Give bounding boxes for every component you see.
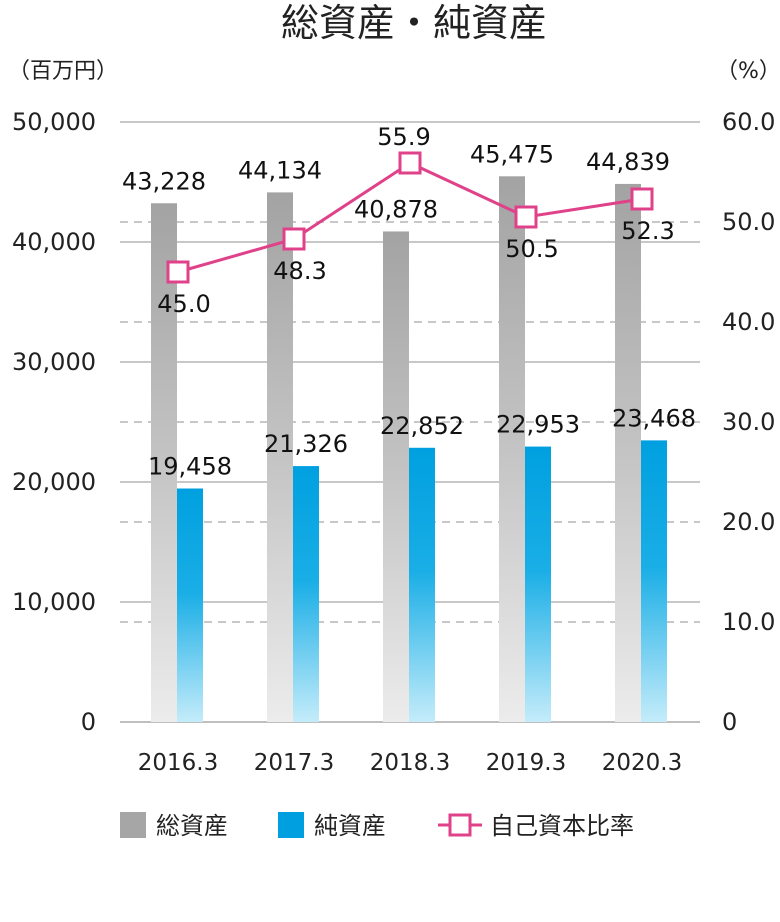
- ratio-line: [166, 151, 654, 284]
- ratio-marker-2020.3: [630, 187, 654, 211]
- bar-net-assets-2019.3: [525, 446, 551, 722]
- label-equity-ratio: 45.0: [157, 290, 210, 318]
- label-total-assets: 44,839: [586, 148, 670, 176]
- x-tick-label: 2019.3: [486, 750, 566, 776]
- label-equity-ratio: 52.3: [621, 217, 674, 245]
- right-tick-label: 60.0: [722, 108, 775, 136]
- right-tick-label: 20.0: [722, 508, 775, 536]
- left-tick-label: 50,000: [12, 108, 96, 136]
- label-total-assets: 43,228: [122, 167, 206, 195]
- bar-net-assets-2016.3: [177, 488, 203, 722]
- label-total-assets: 44,134: [238, 156, 322, 184]
- gridlines: [120, 121, 700, 723]
- left-tick-label: 0: [81, 708, 96, 736]
- x-tick-label: 2016.3: [138, 750, 218, 776]
- x-tick-label: 2017.3: [254, 750, 334, 776]
- bar-total-assets-2018.3: [383, 231, 409, 723]
- ratio-marker-2019.3: [514, 205, 538, 229]
- legend-swatch-net-assets: [278, 812, 304, 838]
- right-axis-unit: （%）: [716, 59, 780, 84]
- right-tick-label: 40.0: [722, 308, 775, 336]
- legend-label-net-assets: 純資産: [314, 812, 386, 840]
- right-tick-label: 50.0: [722, 208, 775, 236]
- legend: 総資産 純資産 自己資本比率: [120, 812, 634, 840]
- chart-title: 総資産・純資産: [281, 1, 547, 45]
- label-equity-ratio: 55.9: [377, 123, 430, 151]
- data-labels: 43,228 19,458 44,134 21,326 40,878 22,852 45,4…: [122, 123, 696, 481]
- bar-net-assets-2018.3: [409, 447, 435, 722]
- label-net-assets: 22,953: [496, 411, 580, 439]
- label-net-assets: 22,852: [380, 412, 464, 440]
- legend-swatch-total-assets: [120, 812, 146, 838]
- bar-total-assets-2020.3: [615, 183, 641, 722]
- bars: [151, 176, 667, 723]
- x-tick-label: 2018.3: [370, 750, 450, 776]
- ratio-marker-2017.3: [282, 227, 306, 251]
- label-net-assets: 19,458: [148, 453, 232, 481]
- right-tick-label: 30.0: [722, 408, 775, 436]
- legend-label-total-assets: 総資産: [156, 812, 228, 840]
- bar-total-assets-2019.3: [499, 176, 525, 723]
- label-net-assets: 21,326: [264, 430, 348, 458]
- label-equity-ratio: 48.3: [273, 257, 326, 285]
- x-axis-ticks: 2016.3 2017.3 2018.3 2019.3 2020.3: [138, 750, 682, 776]
- label-total-assets: 40,878: [354, 195, 438, 223]
- legend-label-equity-ratio: 自己資本比率: [490, 812, 634, 840]
- legend-marker-equity-ratio: [448, 813, 472, 837]
- ratio-marker-2016.3: [166, 260, 190, 284]
- ratio-marker-2018.3: [398, 151, 422, 175]
- left-tick-label: 40,000: [12, 228, 96, 256]
- label-net-assets: 23,468: [612, 404, 696, 432]
- left-axis-unit: （百万円）: [8, 59, 118, 84]
- right-tick-label: 0: [722, 708, 737, 736]
- bar-net-assets-2020.3: [641, 440, 667, 722]
- left-tick-label: 20,000: [12, 468, 96, 496]
- bar-net-assets-2017.3: [293, 466, 319, 722]
- label-total-assets: 45,475: [470, 140, 554, 168]
- left-tick-label: 30,000: [12, 348, 96, 376]
- label-equity-ratio: 50.5: [505, 235, 558, 263]
- bar-total-assets-2016.3: [151, 203, 177, 722]
- bar-total-assets-2017.3: [267, 192, 293, 723]
- right-axis-ticks: 0 10.0 20.0 30.0 40.0 50.0 60.0: [722, 108, 775, 736]
- right-tick-label: 10.0: [722, 608, 775, 636]
- left-axis-ticks: 0 10,000 20,000 30,000 40,000 50,000: [12, 108, 96, 736]
- x-tick-label: 2020.3: [602, 750, 682, 776]
- left-tick-label: 10,000: [12, 588, 96, 616]
